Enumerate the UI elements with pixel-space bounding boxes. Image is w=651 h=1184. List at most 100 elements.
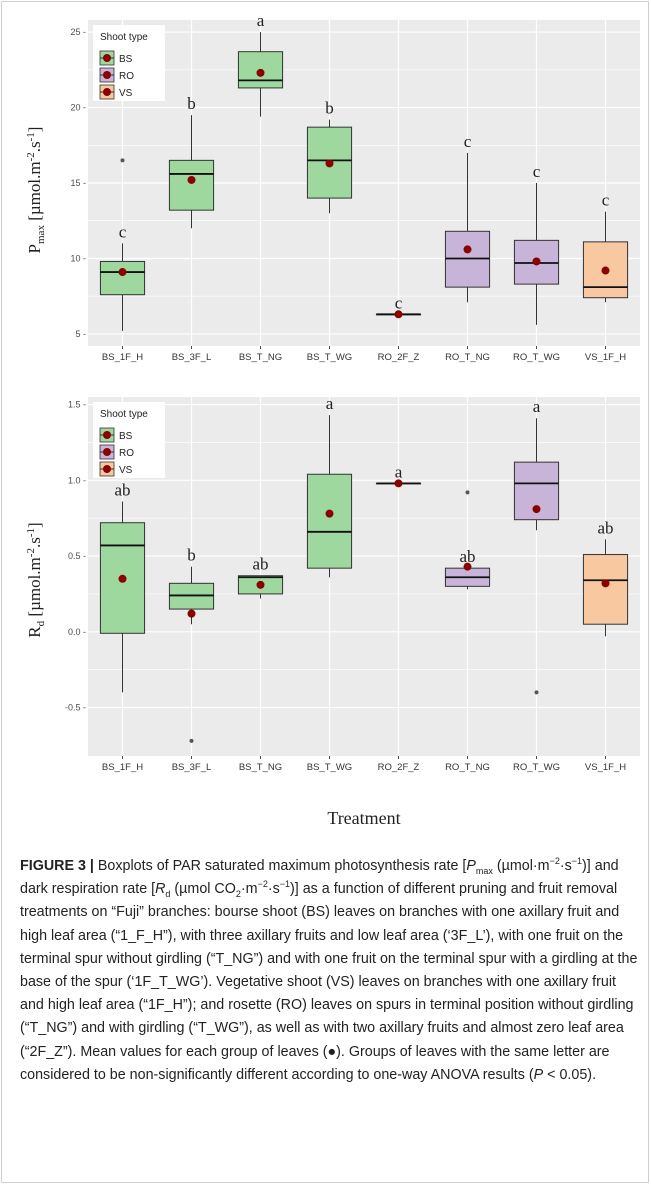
pmax-legend-label: BS — [119, 54, 133, 65]
rd-ylabel-part: -2 — [25, 548, 37, 557]
rd-legend-key-dot — [103, 465, 111, 473]
pmax-legend-title: Shoot type — [100, 32, 148, 43]
pmax-ylabel-part: ] — [25, 127, 44, 133]
figure-caption: FIGURE 3 | Boxplots of PAR saturated max… — [20, 855, 638, 1087]
caption-p-symbol: P — [533, 1066, 544, 1083]
rd-ylabel-part: ] — [25, 522, 44, 528]
pmax-xtick-label: BS_T_WG — [307, 352, 352, 363]
caption-superscript: −2 — [257, 879, 268, 890]
caption-superscript: −2 — [549, 856, 560, 867]
rd-ylabel: Rd [µmol.m-2.s-1] — [25, 522, 47, 637]
rd-xtick-label: BS_1F_H — [102, 762, 143, 773]
pmax-ylabel-part: [µmol.m — [25, 161, 44, 225]
pmax-mean-point — [118, 268, 127, 277]
pmax-ylabel: Pmax [µmol.m-2.s-1] — [25, 127, 47, 254]
pmax-outlier-point — [120, 158, 125, 163]
rd-legend-title: Shoot type — [100, 409, 148, 420]
pmax-box-ro-t-wg: c — [513, 162, 560, 325]
pmax-box-vs-1f-h: c — [582, 191, 629, 303]
pmax-ylabel-part: P — [25, 244, 44, 253]
pmax-ytick-label: 25 - — [70, 27, 86, 37]
rd-mean-point — [601, 579, 610, 588]
pmax-mean-point — [463, 245, 472, 254]
rd-ytick-label: -0.5 - — [65, 703, 86, 713]
caption-text: (µmol·m — [492, 858, 550, 874]
pmax-significance-letter: c — [464, 132, 472, 151]
rd-xtick-label: RO_2F_Z — [378, 762, 420, 773]
rd-ytick-label: 1.0 - — [68, 475, 86, 485]
rd-outlier-point — [465, 490, 470, 495]
rd-panel: -0.5 - 0.0 - 0.5 - 1.0 - 1.5 - BS_1F_H BS_3F_L… — [25, 394, 640, 828]
rd-significance-letter: a — [395, 462, 403, 481]
rd-significance-letter: ab — [114, 481, 130, 500]
rd-legend-key-dot — [103, 431, 111, 439]
rd-mean-point — [325, 509, 334, 518]
rd-ylabel-part: d — [35, 620, 47, 626]
rd-mean-point — [394, 479, 403, 488]
pmax-ylabel-part: -1 — [25, 132, 37, 141]
pmax-iqr-box — [168, 159, 215, 211]
rd-significance-letter: a — [326, 394, 334, 413]
rd-xtick-label: RO_T_WG — [513, 762, 560, 773]
caption-rd-symbol: R — [155, 881, 166, 898]
pmax-xtick-label: RO_T_WG — [513, 352, 560, 363]
pmax-box-bs-t-ng: a — [237, 11, 284, 117]
caption-pmax-symbol: P — [466, 858, 476, 874]
rd-iqr-box — [306, 473, 353, 569]
pmax-significance-letter: c — [533, 162, 541, 181]
pmax-legend-key-dot — [103, 71, 111, 79]
pmax-ytick-label: 5 - — [75, 329, 86, 339]
rd-significance-letter: b — [187, 546, 196, 565]
pmax-ytick-label: 15 - — [70, 178, 86, 188]
rd-mean-point — [463, 562, 472, 571]
rd-xlabel: Treatment — [327, 808, 400, 828]
pmax-significance-letter: b — [187, 94, 196, 113]
pmax-legend-key-dot — [103, 88, 111, 96]
pmax-legend-key-dot — [103, 54, 111, 62]
rd-significance-letter: ab — [597, 518, 613, 537]
pmax-mean-point — [601, 266, 610, 275]
rd-significance-letter: ab — [459, 547, 475, 566]
pmax-significance-letter: c — [119, 222, 127, 241]
rd-box-ro-2f-z: a — [375, 462, 422, 488]
pmax-box-bs-t-wg: b — [306, 99, 353, 214]
pmax-mean-point — [532, 257, 541, 266]
pmax-iqr-box — [306, 126, 353, 199]
pmax-mean-point — [394, 310, 403, 319]
rd-box-bs-t-wg: a — [306, 394, 353, 578]
rd-box-vs-1f-h: ab — [582, 518, 629, 637]
rd-plot-background — [88, 397, 640, 756]
caption-superscript: −1 — [571, 856, 583, 867]
pmax-mean-point — [325, 159, 334, 168]
pmax-significance-letter: a — [257, 11, 265, 30]
pmax-xtick-label: VS_1F_H — [585, 352, 626, 363]
rd-ylabel-part: [µmol.m — [25, 557, 44, 621]
rd-box-ro-t-ng: ab — [444, 490, 491, 590]
rd-significance-letter: ab — [252, 555, 268, 574]
rd-ytick-label: 0.5 - — [68, 551, 86, 561]
rd-box-ro-t-wg: a — [513, 397, 560, 695]
rd-significance-letter: a — [533, 397, 541, 416]
caption-text: ·m — [240, 881, 258, 898]
pmax-ylabel-part: .s — [25, 141, 44, 152]
caption-text: (µmol CO — [170, 881, 236, 898]
rd-ytick-label: 0.0 - — [68, 627, 86, 637]
caption-pmax-subscript: max — [475, 865, 493, 876]
rd-box-bs-3f-l: b — [168, 546, 215, 743]
pmax-box-ro-2f-z: c — [375, 293, 422, 319]
rd-xtick-label: BS_3F_L — [172, 762, 212, 773]
pmax-xtick-label: BS_1F_H — [102, 352, 143, 363]
pmax-box-bs-3f-l: b — [168, 94, 215, 229]
rd-xtick-label: VS_1F_H — [585, 762, 626, 773]
pmax-xtick-label: RO_2F_Z — [378, 352, 420, 363]
rd-ylabel-part: R — [25, 626, 44, 638]
pmax-legend-label: VS — [119, 88, 133, 99]
rd-ylabel-part: -1 — [25, 528, 37, 537]
caption-superscript: −1 — [279, 879, 291, 890]
caption-figure-label: FIGURE 3 | — [20, 858, 94, 874]
rd-legend-label: BS — [119, 431, 133, 442]
rd-xtick-label: RO_T_NG — [445, 762, 490, 773]
pmax-significance-letter: c — [602, 191, 610, 210]
pmax-xtick-label: RO_T_NG — [445, 352, 490, 363]
pmax-significance-letter: b — [325, 99, 334, 118]
